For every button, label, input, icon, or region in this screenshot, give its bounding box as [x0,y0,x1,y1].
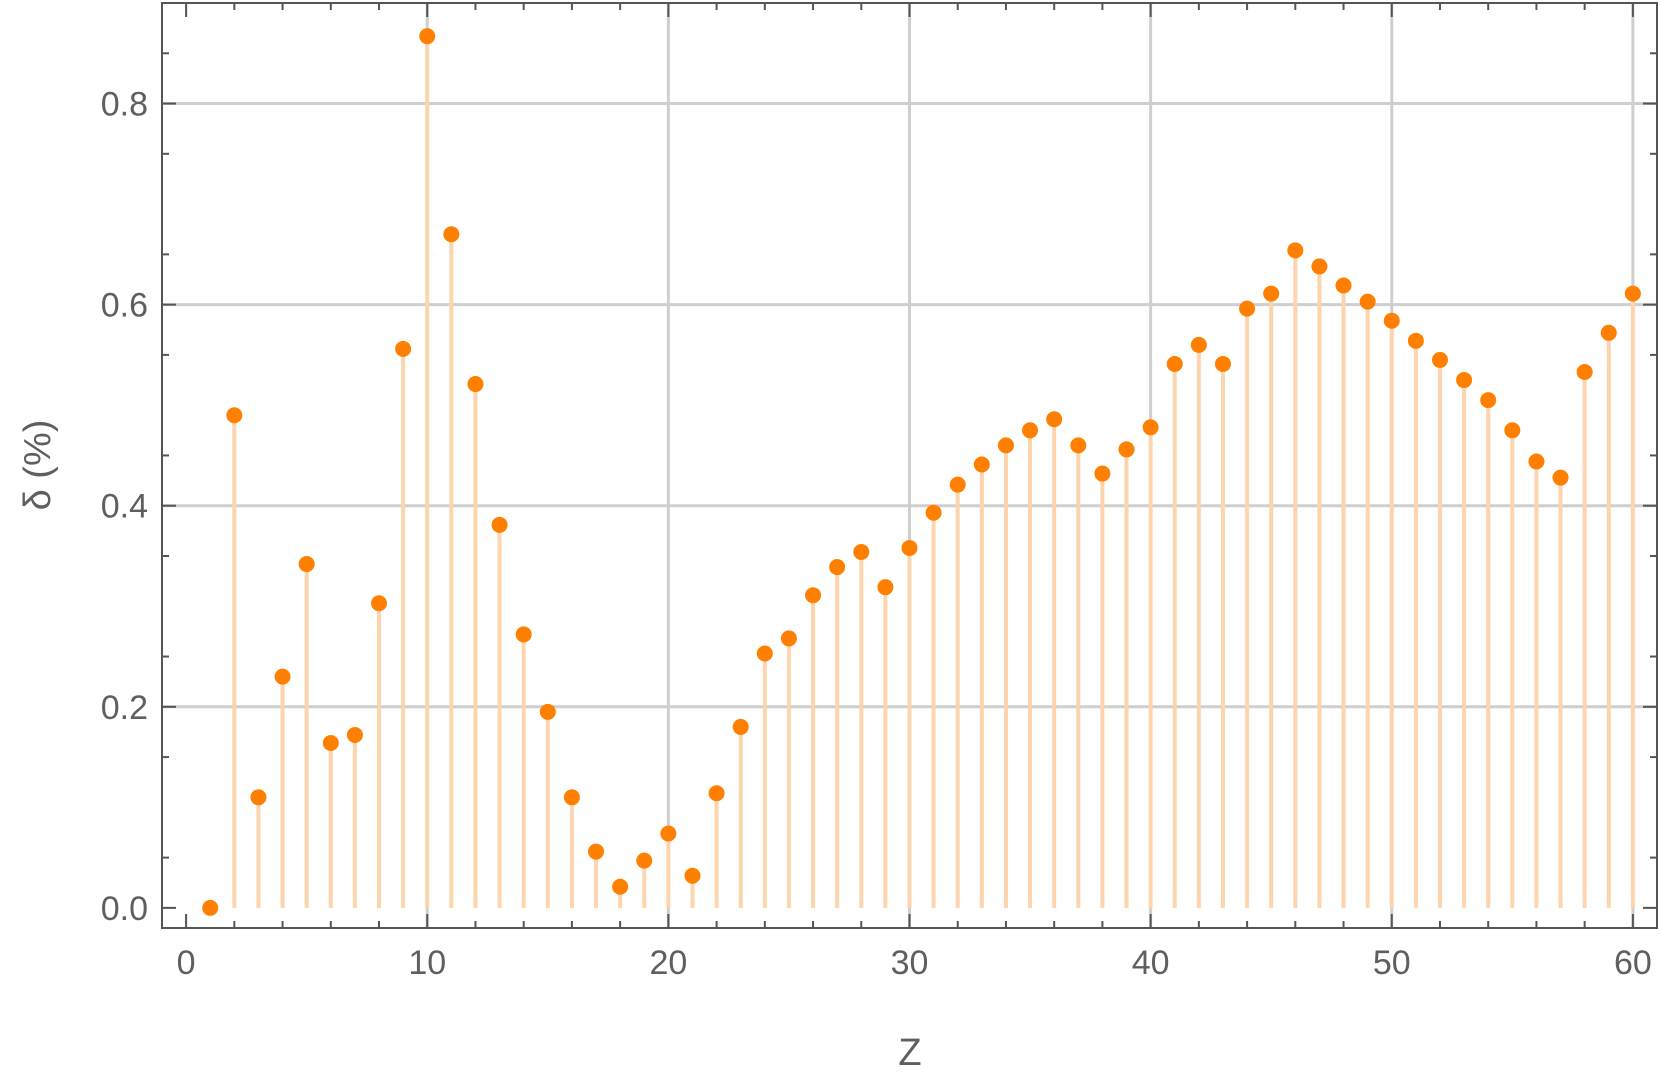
y-tick-label: 0.2 [101,689,148,727]
data-point [1263,285,1280,302]
data-point [539,703,556,720]
x-tick-label: 20 [649,944,687,982]
x-tick-label: 50 [1373,944,1411,982]
data-point [1022,422,1039,439]
y-tick-labels: 0.0 0.2 0.4 0.6 0.8 [101,86,148,928]
x-tick-label: 0 [177,944,196,982]
stem-lines [232,36,1635,908]
data-point [732,718,749,735]
data-point [708,785,725,802]
data-point [1407,332,1424,349]
data-point [1214,355,1231,372]
data-points [202,28,1641,916]
data-point [805,587,822,604]
data-point [443,226,460,243]
data-point [395,340,412,357]
data-point [467,376,484,393]
data-point [829,559,846,576]
data-point [371,595,388,612]
data-point [202,899,219,916]
data-point [1456,372,1473,389]
data-point [877,579,894,596]
data-point [250,789,267,806]
data-point [756,645,773,662]
data-point [684,867,701,884]
data-point [636,852,653,869]
x-tick-label: 60 [1614,944,1652,982]
data-point [660,825,677,842]
x-axis-label: Z [898,1032,921,1074]
data-point [1359,293,1376,310]
data-point [1552,469,1569,486]
data-point [1624,285,1641,302]
data-point [298,556,315,573]
data-point [1142,419,1159,436]
data-point [1528,453,1545,470]
data-point [925,504,942,521]
data-point [1166,355,1183,372]
data-point [563,789,580,806]
x-tick-label: 10 [408,944,446,982]
data-point [274,668,291,685]
data-point [901,539,918,556]
data-point [322,735,339,751]
y-tick-label: 0.8 [101,86,148,124]
data-point [949,476,966,493]
data-point [1431,351,1448,368]
data-point [1335,277,1352,294]
data-point [780,630,797,647]
data-point [1190,336,1207,353]
data-point [515,626,532,643]
data-point [997,437,1014,454]
data-point [1118,441,1135,458]
data-point [1504,422,1521,439]
data-point [1480,392,1497,409]
data-point [588,843,605,860]
data-point [1311,258,1328,275]
data-point [1287,242,1304,259]
data-point [1046,411,1063,428]
y-tick-label: 0.0 [101,890,148,928]
x-tick-labels: 0 10 20 30 40 50 60 [177,944,1652,982]
data-point [346,726,363,743]
data-point [1070,437,1087,454]
axis-ticks [162,3,1657,928]
data-point [853,543,870,560]
y-tick-label: 0.4 [101,488,148,526]
data-point [973,456,990,473]
data-point [1600,324,1617,341]
data-point [491,516,508,533]
data-point [1576,363,1593,380]
x-tick-label: 30 [891,944,929,982]
data-point [1239,300,1256,317]
data-point [1094,465,1111,482]
data-point [1383,312,1400,329]
x-tick-label: 40 [1132,944,1170,982]
y-axis-label: δ (%) [17,420,59,511]
data-point [612,878,629,895]
data-point [226,407,243,424]
data-point [419,28,436,45]
y-tick-label: 0.6 [101,287,148,325]
